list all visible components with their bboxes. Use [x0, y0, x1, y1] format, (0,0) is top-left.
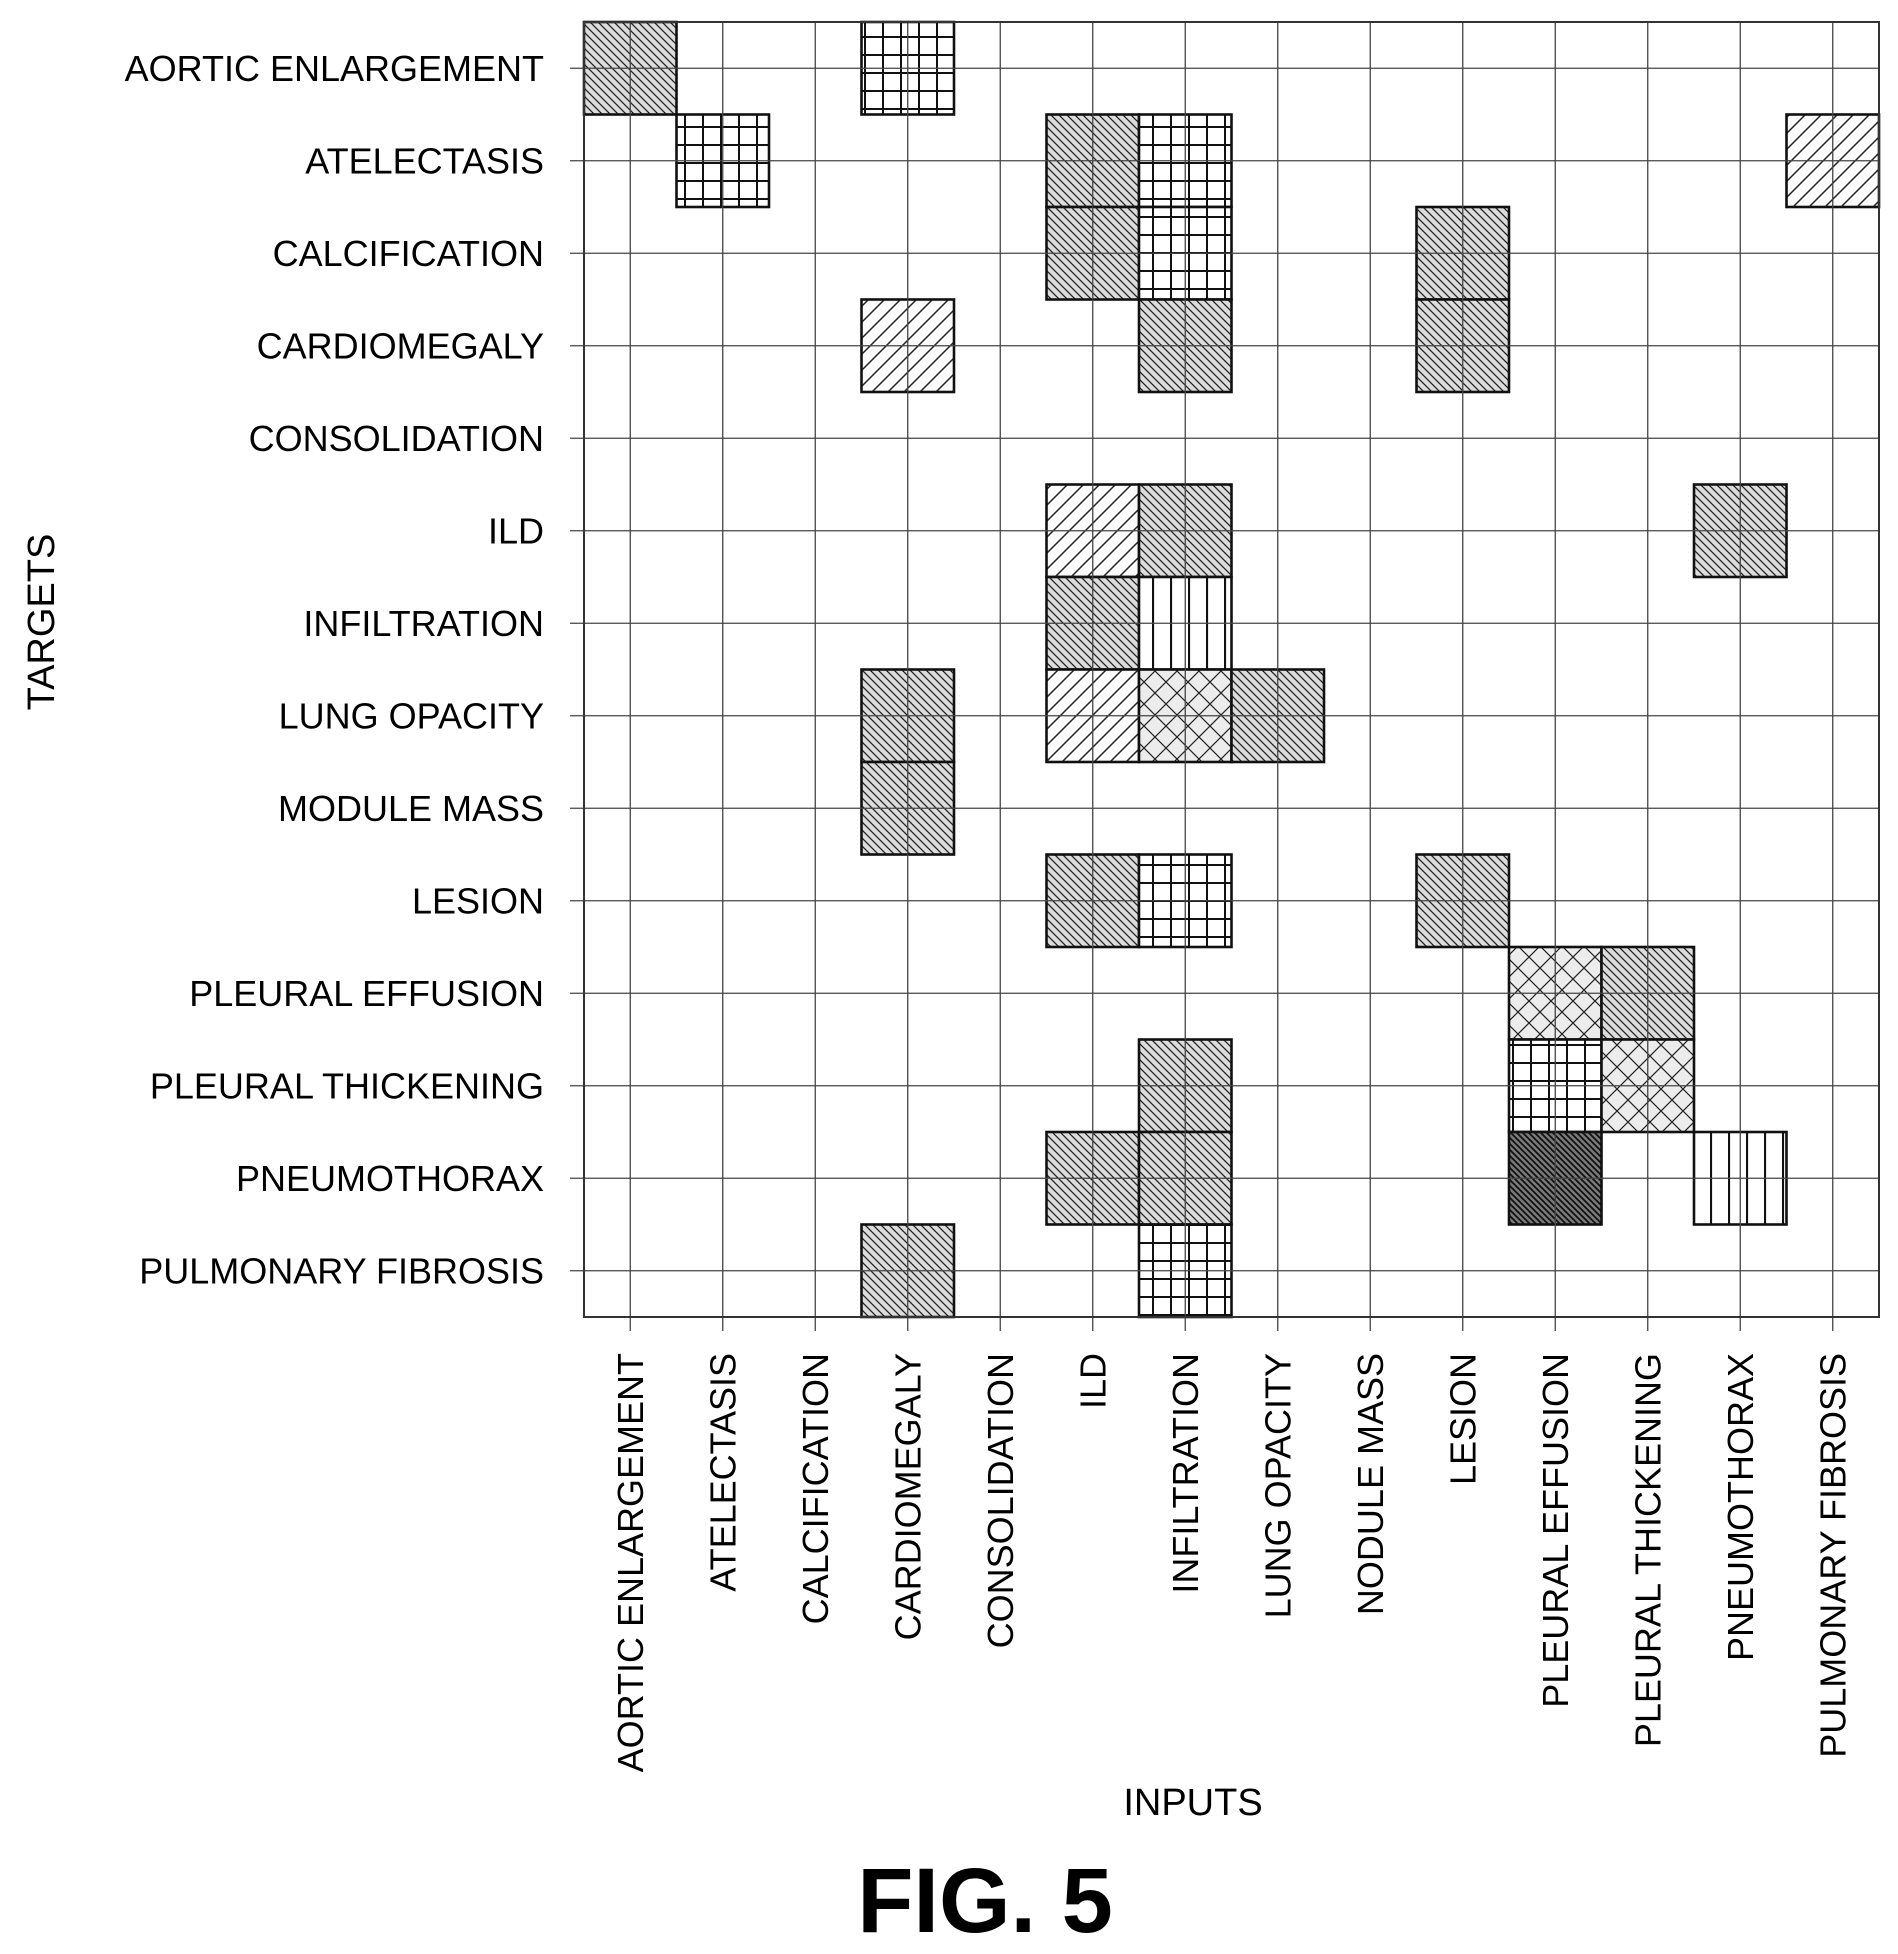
y-tick-label-cardiomegaly: CARDIOMEGALY: [257, 325, 544, 366]
y-tick-label-consolidation: CONSOLIDATION: [249, 418, 544, 459]
plot-frame: [583, 21, 1880, 1318]
x-tick-label-pulmonary-fibrosis: PULMONARY FIBROSIS: [1812, 1353, 1853, 1758]
x-tick-label-ild: ILD: [1072, 1353, 1113, 1409]
y-tick-label-infiltration: INFILTRATION: [303, 603, 544, 644]
y-tick-label-ild: ILD: [488, 510, 544, 551]
x-tick-label-pneumothorax: PNEUMOTHORAX: [1720, 1353, 1761, 1661]
x-tick-label-pleural-thickening: PLEURAL THICKENING: [1627, 1353, 1668, 1747]
y-tick-label-lung-opacity: LUNG OPACITY: [279, 695, 544, 736]
heatmap-cells: [582, 20, 1881, 1319]
x-tick-label-calcification: CALCIFICATION: [795, 1353, 836, 1624]
figure-caption: FIG. 5: [857, 1850, 1113, 1952]
y-tick-label-pneumothorax: PNEUMOTHORAX: [236, 1158, 544, 1199]
x-tick-label-cardiomegaly: CARDIOMEGALY: [887, 1353, 928, 1640]
x-tick-label-aortic-enlargement: AORTIC ENLARGEMENT: [610, 1353, 651, 1772]
x-tick-label-atelectasis: ATELECTASIS: [702, 1353, 743, 1592]
grid: [570, 21, 1880, 1331]
x-tick-label-lesion: LESION: [1442, 1353, 1483, 1485]
y-tick-label-pulmonary-fibrosis: PULMONARY FIBROSIS: [139, 1250, 544, 1291]
x-tick-label-nodule-mass: NODULE MASS: [1350, 1353, 1391, 1615]
y-tick-label-lesion: LESION: [412, 880, 544, 921]
y-tick-label-aortic-enlargement: AORTIC ENLARGEMENT: [125, 48, 544, 89]
x-tick-label-infiltration: INFILTRATION: [1165, 1353, 1206, 1594]
y-axis-title: TARGETS: [21, 534, 63, 711]
y-tick-labels: AORTIC ENLARGEMENT ATELECTASIS CALCIFICATI…: [125, 48, 544, 1292]
y-tick-label-atelectasis: ATELECTASIS: [305, 140, 544, 181]
x-tick-label-consolidation: CONSOLIDATION: [980, 1353, 1021, 1648]
x-tick-label-pleural-effusion: PLEURAL EFFUSION: [1535, 1353, 1576, 1708]
y-tick-label-module-mass: MODULE MASS: [278, 788, 544, 829]
x-tick-label-lung-opacity: LUNG OPACITY: [1257, 1353, 1298, 1618]
x-tick-labels: AORTIC ENLARGEMENT ATELECTASIS CALCIFICATI…: [610, 1353, 1854, 1772]
x-axis-title: INPUTS: [1123, 1782, 1262, 1824]
y-tick-label-pleural-thickening: PLEURAL THICKENING: [150, 1065, 544, 1106]
y-tick-label-calcification: CALCIFICATION: [273, 233, 544, 274]
y-tick-label-pleural-effusion: PLEURAL EFFUSION: [189, 973, 544, 1014]
